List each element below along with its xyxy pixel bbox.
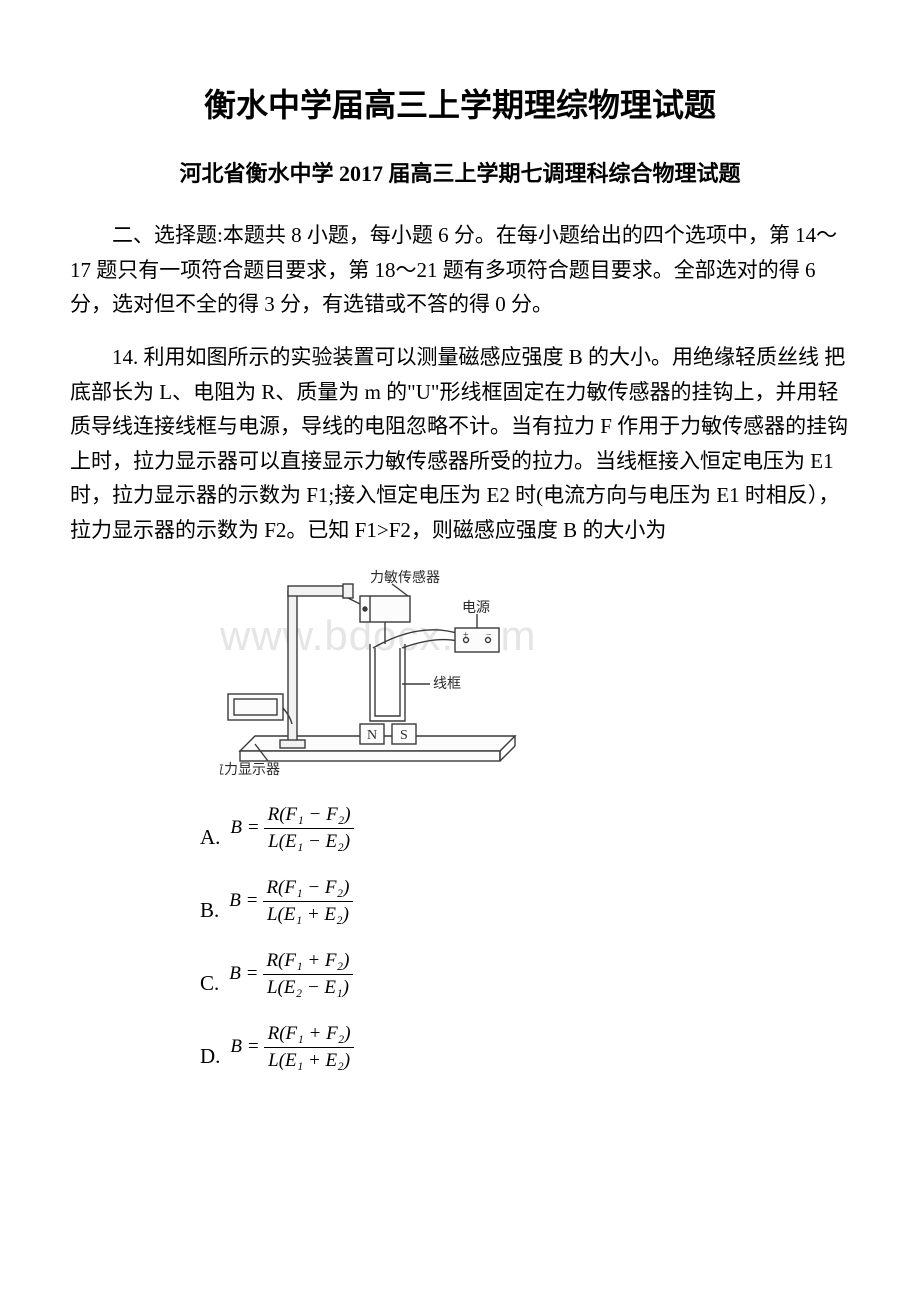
svg-text:−: − (486, 630, 492, 641)
option-b-lhs: B = (229, 890, 258, 912)
option-d-denominator: L(E₁ + E₂) (264, 1047, 354, 1072)
option-b-fraction: R(F₁ − F₂) L(E₁ + E₂) (262, 877, 353, 926)
power-label: 电源 (462, 600, 490, 616)
option-a-letter: A. (200, 825, 220, 856)
instructions-paragraph: 二、选择题:本题共 8 小题，每小题 6 分。在每小题给出的四个选项中，第 14… (70, 218, 850, 322)
option-d-numerator: R(F₁ + F₂) (264, 1023, 355, 1047)
magnet-n-label: N (367, 728, 377, 743)
option-b-numerator: R(F₁ − F₂) (262, 877, 353, 901)
main-title: 衡水中学届高三上学期理综物理试题 (70, 80, 850, 126)
options-list: A. B = R(F₁ − F₂) L(E₁ − E₂) B. B = R(F₁… (200, 801, 850, 1075)
option-a-numerator: R(F₁ − F₂) (264, 804, 355, 828)
option-b-denominator: L(E₁ + E₂) (263, 901, 353, 926)
subtitle: 河北省衡水中学 2017 届高三上学期七调理科综合物理试题 (70, 156, 850, 188)
display-label: 拉力显示器 (220, 762, 280, 776)
option-d-lhs: B = (230, 1036, 259, 1058)
option-c: C. B = R(F₁ + F₂) L(E₂ − E₁) (200, 947, 850, 1002)
option-b: B. B = R(F₁ − F₂) L(E₁ + E₂) (200, 874, 850, 929)
option-c-lhs: B = (229, 963, 258, 985)
frame-label: 线框 (433, 676, 461, 692)
option-a: A. B = R(F₁ − F₂) L(E₁ − E₂) (200, 801, 850, 856)
option-c-numerator: R(F₁ + F₂) (262, 950, 353, 974)
option-b-letter: B. (200, 898, 219, 929)
question-paragraph: 14. 利用如图所示的实验装置可以测量磁感应强度 B 的大小。用绝缘轻质丝线 把… (70, 340, 850, 548)
option-c-denominator: L(E₂ − E₁) (263, 974, 353, 999)
option-d: D. B = R(F₁ + F₂) L(E₁ + E₂) (200, 1020, 850, 1075)
magnet-s-label: S (400, 728, 408, 743)
svg-text:+: + (463, 630, 469, 641)
sensor-label: 力敏传感器 (370, 569, 440, 586)
option-c-fraction: R(F₁ + F₂) L(E₂ − E₁) (262, 950, 353, 999)
apparatus-diagram: + − N S 力敏传感器 电源 线框 (220, 566, 850, 781)
document-content: 衡水中学届高三上学期理综物理试题 河北省衡水中学 2017 届高三上学期七调理科… (70, 80, 850, 1075)
option-d-letter: D. (200, 1044, 220, 1075)
option-c-letter: C. (200, 971, 219, 1002)
option-a-denominator: L(E₁ − E₂) (264, 828, 354, 853)
option-d-fraction: R(F₁ + F₂) L(E₁ + E₂) (264, 1023, 355, 1072)
option-a-fraction: R(F₁ − F₂) L(E₁ − E₂) (264, 804, 355, 853)
option-a-lhs: B = (230, 817, 259, 839)
